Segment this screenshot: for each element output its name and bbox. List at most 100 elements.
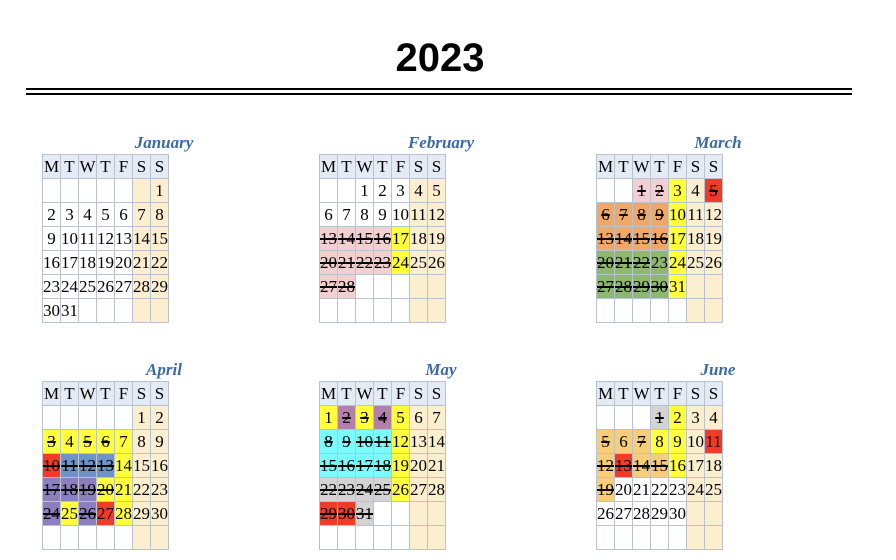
- day-cell: 21: [132, 250, 151, 275]
- empty-cell: [150, 298, 169, 323]
- empty-cell: [686, 274, 705, 299]
- day-cell: 21: [427, 453, 446, 478]
- day-cell: 18: [704, 453, 723, 478]
- weekday-header: M: [42, 381, 61, 406]
- empty-cell: [96, 525, 115, 550]
- day-cell: 25: [78, 274, 97, 299]
- page-title: 2023: [395, 36, 485, 80]
- weekday-header: S: [132, 154, 151, 179]
- empty-cell: [337, 298, 356, 323]
- day-cell: 17: [686, 453, 705, 478]
- weekday-header: W: [78, 381, 97, 406]
- empty-cell: [60, 178, 79, 203]
- month-grid: M T W T F S S 1 2 3 4 5 6 7 8 9 10 11 12 13 14 15 16 17 18 19 20 21…: [596, 154, 723, 323]
- day-cell: 25: [686, 250, 705, 275]
- empty-cell: [632, 405, 651, 430]
- day-cell: 11: [409, 202, 428, 227]
- empty-cell: [373, 298, 392, 323]
- day-cell: 23: [42, 274, 61, 299]
- day-cell: 25: [373, 477, 392, 502]
- day-cell: 12: [596, 453, 615, 478]
- day-cell: 12: [96, 226, 115, 251]
- week-row: 9 10 11 12 13 14 15: [42, 226, 169, 251]
- day-cell: 15: [132, 453, 151, 478]
- empty-cell: [668, 525, 687, 550]
- weekday-header: T: [96, 381, 115, 406]
- day-cell: 13: [319, 226, 338, 251]
- day-cell: 9: [42, 226, 61, 251]
- day-cell: 24: [686, 477, 705, 502]
- day-cell: 19: [78, 477, 97, 502]
- day-cell: 27: [114, 274, 133, 299]
- empty-cell: [337, 525, 356, 550]
- empty-cell: [632, 298, 651, 323]
- empty-cell: [427, 501, 446, 526]
- empty-cell: [427, 298, 446, 323]
- day-cell: 25: [409, 250, 428, 275]
- day-cell: 13: [114, 226, 133, 251]
- day-cell: 28: [427, 477, 446, 502]
- weekday-header: M: [596, 381, 615, 406]
- empty-cell: [427, 274, 446, 299]
- weekday-header: T: [96, 154, 115, 179]
- weekday-header: F: [114, 381, 133, 406]
- day-cell: 3: [391, 178, 410, 203]
- day-cell: 2: [650, 178, 669, 203]
- day-cell: 14: [337, 226, 356, 251]
- empty-cell: [632, 525, 651, 550]
- day-cell: 6: [409, 405, 428, 430]
- day-cell: 20: [114, 250, 133, 275]
- day-cell: 21: [632, 477, 651, 502]
- week-row: 8 9 10 11 12 13 14: [319, 429, 446, 454]
- day-cell: 27: [96, 501, 115, 526]
- day-cell: 16: [373, 226, 392, 251]
- empty-cell: [391, 525, 410, 550]
- day-cell: 31: [60, 298, 79, 323]
- day-cell: 24: [668, 250, 687, 275]
- weekday-header: T: [650, 381, 669, 406]
- empty-cell: [96, 298, 115, 323]
- day-cell: 11: [704, 429, 723, 454]
- day-cell: 17: [60, 250, 79, 275]
- day-cell: 1: [632, 178, 651, 203]
- day-cell: 24: [60, 274, 79, 299]
- day-cell: 2: [668, 405, 687, 430]
- day-cell: 28: [132, 274, 151, 299]
- month-name: April: [146, 360, 182, 379]
- day-cell: 2: [150, 405, 169, 430]
- weekday-header: W: [355, 154, 374, 179]
- day-cell: 27: [409, 477, 428, 502]
- title-divider-top: [26, 88, 852, 90]
- weekday-header: F: [114, 154, 133, 179]
- empty-cell: [319, 178, 338, 203]
- weekday-header: W: [632, 154, 651, 179]
- day-cell: 29: [132, 501, 151, 526]
- weekday-header: S: [427, 381, 446, 406]
- weekday-header: S: [686, 154, 705, 179]
- day-cell: 30: [150, 501, 169, 526]
- week-row: 26 27 28 29 30: [596, 501, 723, 526]
- empty-cell: [373, 274, 392, 299]
- day-cell: 5: [96, 202, 115, 227]
- day-cell: 3: [42, 429, 61, 454]
- day-cell: 24: [42, 501, 61, 526]
- day-cell: 19: [427, 226, 446, 251]
- weekday-header: T: [60, 381, 79, 406]
- day-cell: 23: [337, 477, 356, 502]
- day-cell: 20: [614, 477, 633, 502]
- day-cell: 24: [391, 250, 410, 275]
- day-cell: 5: [78, 429, 97, 454]
- week-row: 27 28 29 30 31: [596, 274, 723, 299]
- day-cell: 6: [114, 202, 133, 227]
- empty-cell: [391, 298, 410, 323]
- month-grid: M T W T F S S 1 2 3 4 5 6 7 8 9 10 11 12 13 14 15 16 17 18 19 20 21…: [319, 381, 446, 550]
- weekday-header: F: [668, 381, 687, 406]
- day-cell: 6: [614, 429, 633, 454]
- week-row: 22 23 24 25 26 27 28: [319, 477, 446, 502]
- empty-cell: [78, 405, 97, 430]
- day-cell: 7: [614, 202, 633, 227]
- day-cell: 29: [650, 501, 669, 526]
- empty-cell: [614, 178, 633, 203]
- day-cell: 10: [391, 202, 410, 227]
- day-cell: 7: [632, 429, 651, 454]
